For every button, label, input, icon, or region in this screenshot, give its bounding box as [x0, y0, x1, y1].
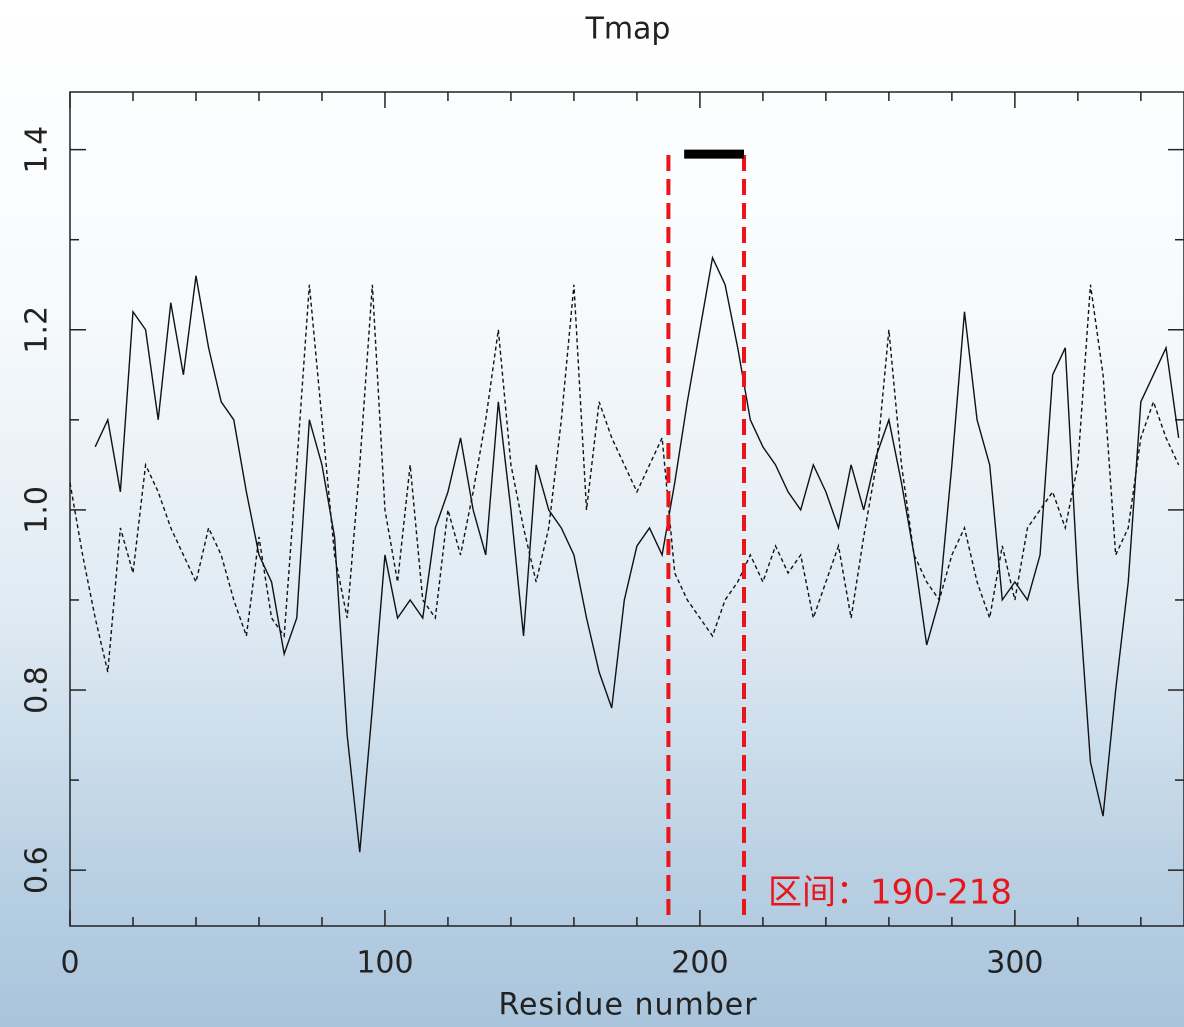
x-tick-label: 0	[60, 946, 79, 981]
x-tick-label: 200	[671, 946, 728, 981]
chart-title: Tmap	[585, 12, 671, 47]
plot-frame	[69, 91, 1184, 927]
annotation: 区间：190-218	[768, 873, 1012, 913]
x-tick-label: 300	[986, 946, 1043, 981]
x-tick-label: 100	[356, 946, 413, 981]
y-tick-label: 1.0	[20, 486, 55, 534]
y-tick-label: 1.4	[20, 126, 55, 174]
y-tick-label: 0.6	[20, 846, 55, 894]
y-tick-label: 1.2	[20, 306, 55, 354]
y-tick-label: 0.8	[20, 666, 55, 714]
x-axis-label: Residue number	[498, 988, 757, 1023]
solid-line	[94, 255, 1180, 853]
dashed-line	[69, 284, 1180, 673]
